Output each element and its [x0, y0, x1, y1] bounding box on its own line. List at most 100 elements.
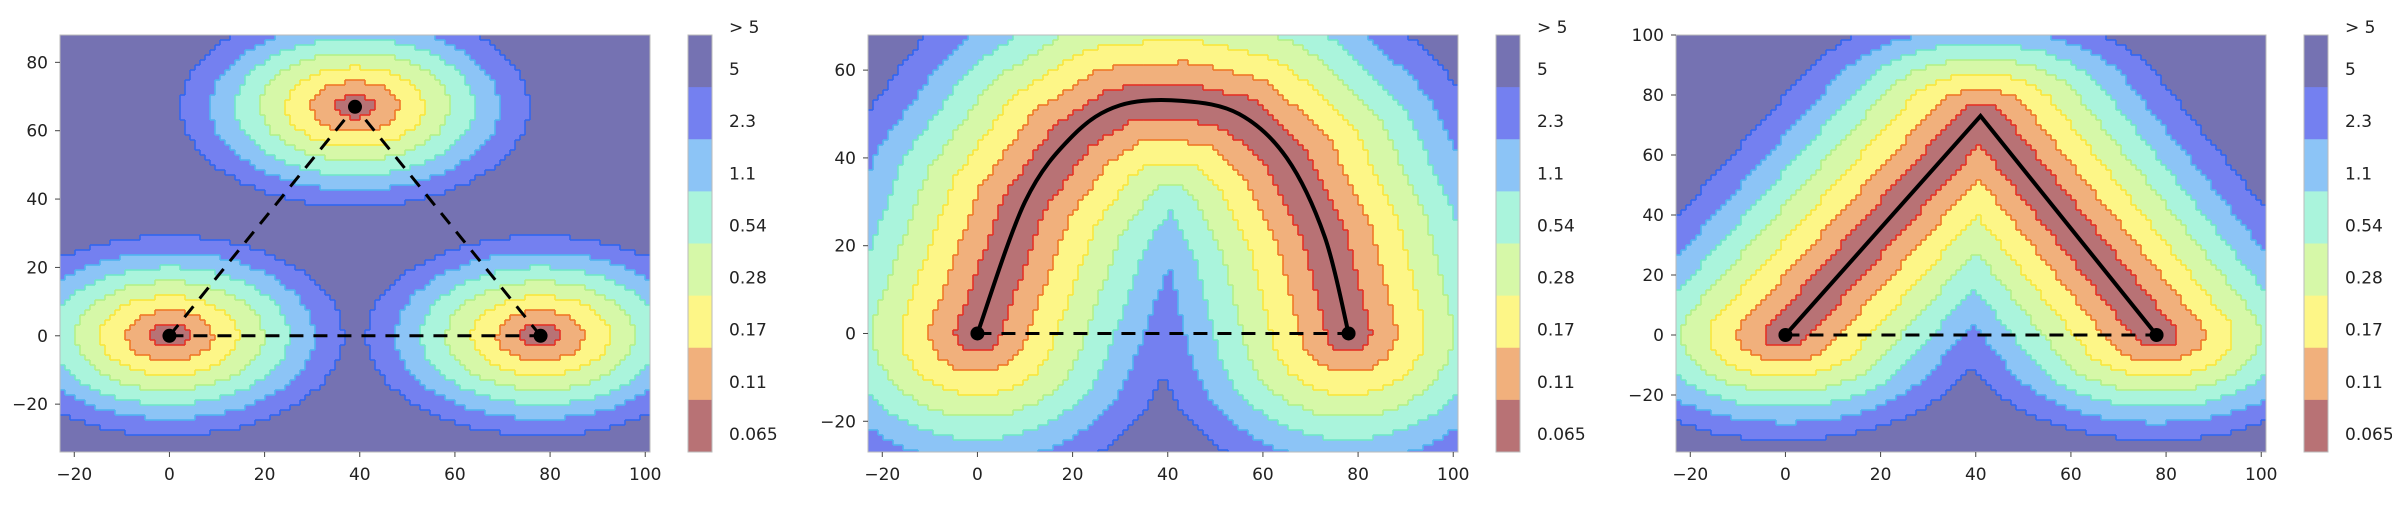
contour-cell [1078, 275, 1109, 281]
contour-cell [1278, 245, 1304, 251]
contour-cell [420, 380, 456, 386]
contour-cell [490, 360, 591, 366]
contour-cell [1073, 55, 1269, 61]
contour-cell [1433, 440, 1458, 446]
contour-cell [1068, 300, 1099, 306]
contour-cell [215, 120, 241, 126]
contour-cell [485, 290, 596, 296]
contour-cell [1228, 370, 1259, 376]
contour-cell [1213, 325, 1244, 331]
contour-cell [1418, 130, 1449, 136]
contour-cell [903, 115, 934, 121]
contour-cell [1208, 310, 1239, 316]
contour-cell [868, 105, 874, 111]
contour-cell [1218, 405, 1254, 411]
contour-cell [400, 275, 436, 281]
contour-cell [1023, 275, 1049, 281]
contour-cell [1303, 340, 1329, 346]
contour-cell [440, 415, 516, 421]
contour-cell [958, 245, 989, 251]
colorbar: > 552.31.10.540.280.170.110.065 [687, 18, 778, 453]
contour-cell [993, 230, 1039, 236]
contour-cell [1063, 230, 1094, 236]
contour-cell [1228, 375, 1259, 381]
contour-cell [1048, 205, 1079, 211]
contour-cell [60, 415, 71, 421]
contour-cell [145, 415, 196, 421]
contour-cell [1033, 235, 1064, 241]
contour-cell [928, 170, 959, 176]
contour-cell [1253, 360, 1284, 366]
contour-cell [530, 105, 650, 111]
contour-cell [515, 415, 566, 421]
contour-cell [320, 70, 391, 76]
contour-cell [85, 355, 111, 361]
contour-cell [255, 165, 301, 171]
contour-cell [310, 320, 341, 326]
colorbar-label: 0.54 [729, 216, 767, 236]
contour-cell [475, 60, 511, 66]
contour-cell [415, 125, 441, 131]
contour-cell [1108, 345, 1139, 351]
contour-cell [968, 115, 999, 121]
contour-cell [1083, 195, 1119, 201]
contour-cell [1393, 345, 1424, 351]
contour-cell [1198, 120, 1279, 126]
contour-cell [903, 350, 939, 356]
contour-cell [883, 215, 914, 221]
contour-cell [1363, 305, 1394, 311]
contour-cell [1118, 325, 1149, 331]
contour-cell [1268, 225, 1299, 231]
contour-cell [525, 340, 556, 346]
contour-cell [340, 320, 371, 326]
contour-cell [868, 185, 894, 191]
contour-cell [1028, 325, 1059, 331]
contour-cell [1188, 240, 1219, 246]
contour-cell [240, 85, 266, 91]
contour-cell [1293, 305, 1319, 311]
contour-cell [270, 130, 306, 136]
contour-cell [255, 285, 286, 291]
contour-cell [1068, 215, 1104, 221]
contour-cell [868, 275, 889, 281]
contour-cell [1168, 270, 1174, 276]
contour-cell [65, 275, 106, 281]
contour-cell [1053, 195, 1084, 201]
contour-cell [315, 40, 396, 46]
contour-cell [1228, 280, 1259, 286]
contour-cell [1393, 305, 1419, 311]
contour-cell [405, 360, 431, 366]
contour-cell [525, 125, 650, 131]
contour-cell [515, 140, 650, 146]
contour-cell [1208, 225, 1239, 231]
contour-cell [1043, 290, 1074, 296]
contour-cell [928, 80, 959, 86]
contour-cell [425, 110, 451, 116]
contour-cell [1238, 225, 1269, 231]
contour-cell [420, 90, 446, 96]
contour-cell [215, 85, 241, 91]
contour-cell [1013, 95, 1059, 101]
contour-cell [1438, 175, 1458, 181]
contour-cell [1028, 330, 1059, 336]
contour-cell [450, 100, 476, 106]
contour-cell [1388, 290, 1419, 296]
dashed-segment [168, 105, 357, 337]
contour-cell [1268, 315, 1299, 321]
contour-cell [75, 325, 101, 331]
contour-cell [1133, 365, 1194, 371]
contour-cell [1063, 380, 1094, 386]
contour-cell [1073, 290, 1099, 296]
contour-cell [973, 200, 1004, 206]
contour-cell [1038, 425, 1089, 431]
contour-cell [1078, 270, 1109, 276]
contour-cell [1233, 70, 1294, 76]
contour-cell [873, 240, 904, 246]
contour-cell [510, 315, 571, 321]
contour-cell [385, 85, 416, 91]
contour-cell [1373, 435, 1444, 441]
contour-cell [1223, 365, 1254, 371]
contour-cell [1313, 355, 1389, 361]
contour-cell [285, 110, 316, 116]
contour-cell [1083, 395, 1119, 401]
